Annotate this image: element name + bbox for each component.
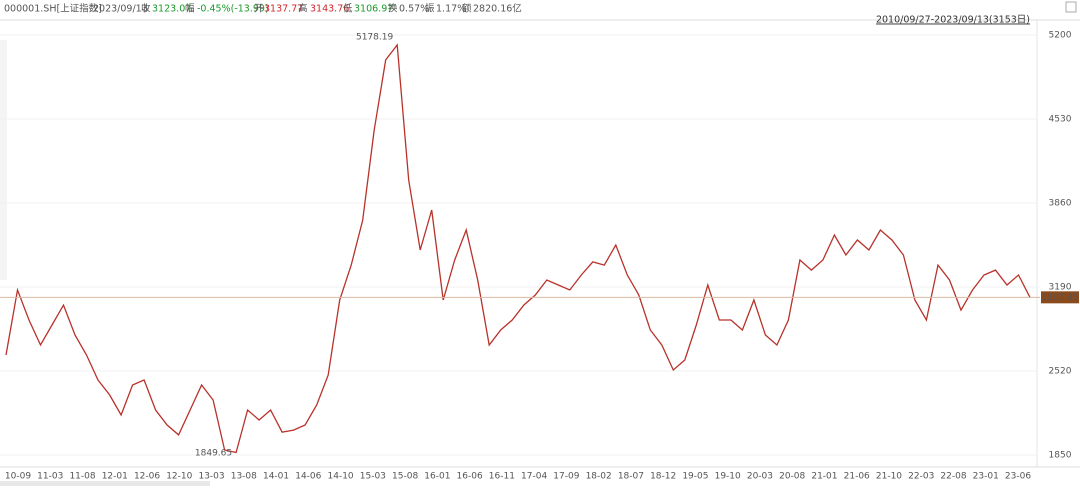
x-tick-label: 14-06 (295, 472, 321, 482)
x-tick-label: 20-03 (747, 472, 773, 482)
x-tick-label: 14-01 (263, 472, 289, 482)
x-tick-label: 12-10 (166, 472, 192, 482)
last-price-box (1041, 291, 1079, 304)
scrollbar[interactable] (0, 481, 210, 486)
x-tick-label: 20-08 (779, 472, 805, 482)
x-tick-label: 18-02 (586, 472, 612, 482)
label: 收 (141, 3, 151, 15)
date-range[interactable]: 2010/09/27-2023/09/13(3153日) (876, 15, 1030, 26)
label: 开 (254, 4, 264, 15)
x-tick-label: 15-08 (392, 472, 418, 482)
x-tick-label: 19-10 (715, 472, 741, 482)
x-tick-label: 23-06 (1005, 472, 1031, 482)
y-tick-label: 5200 (1049, 31, 1072, 41)
side-bar[interactable] (0, 40, 7, 280)
x-tick-label: 14-10 (328, 472, 354, 482)
x-tick-label: 10-09 (5, 472, 31, 482)
label: 幅 (185, 3, 195, 15)
y-tick-label: 2520 (1049, 367, 1072, 377)
x-tick-label: 11-03 (37, 472, 63, 482)
x-tick-label: 21-10 (876, 472, 902, 482)
max-label: 5178.19 (356, 33, 393, 43)
value: 3123.07 (152, 4, 191, 15)
symbol: 000001.SH[上证指数] (4, 3, 102, 15)
x-tick-label: 21-06 (844, 472, 870, 482)
label: 低 (343, 3, 353, 15)
label: 额 (462, 3, 472, 15)
x-tick-label: 16-06 (457, 472, 483, 482)
value: 2820.16亿 (473, 3, 522, 15)
y-tick-label: 3190 (1049, 283, 1072, 293)
x-tick-label: 16-01 (424, 472, 450, 482)
x-tick-label: 21-01 (811, 472, 837, 482)
x-tick-label: 15-03 (360, 472, 386, 482)
x-tick-label: 22-03 (908, 472, 934, 482)
last-price-label: 3107.45 (1041, 293, 1078, 303)
label: 换 (388, 3, 398, 15)
label: 振 (425, 3, 435, 15)
y-tick-label: 4530 (1049, 115, 1072, 125)
value: -0.45%(-13.99) (197, 4, 269, 15)
x-tick-label: 18-07 (618, 472, 644, 482)
x-tick-label: 13-08 (231, 472, 257, 482)
value: 3106.97 (354, 4, 393, 15)
window-button[interactable] (1065, 1, 1077, 13)
x-tick-label: 23-01 (973, 472, 999, 482)
price-line (5, 43, 1031, 454)
min-label: 1849.65 (195, 449, 232, 459)
value: 0.57% (399, 4, 429, 15)
x-tick-label: 19-05 (682, 472, 708, 482)
label: 高 (298, 3, 308, 15)
x-tick-label: 17-04 (521, 472, 547, 482)
value: 3137.77 (264, 4, 303, 15)
x-tick-label: 13-03 (198, 472, 224, 482)
x-tick-label: 12-06 (134, 472, 160, 482)
y-tick-label: 1850 (1049, 451, 1072, 461)
value: 1.17% (436, 4, 466, 15)
date: 2023/09/13 (93, 4, 148, 15)
y-tick-label: 3860 (1049, 199, 1072, 209)
value: 3143.76 (310, 4, 349, 15)
x-tick-label: 22-08 (940, 472, 966, 482)
x-tick-label: 11-08 (69, 472, 95, 482)
x-tick-label: 16-11 (489, 472, 515, 482)
x-tick-label: 18-12 (650, 472, 676, 482)
x-tick-label: 12-01 (102, 472, 128, 482)
x-tick-label: 17-09 (553, 472, 579, 482)
